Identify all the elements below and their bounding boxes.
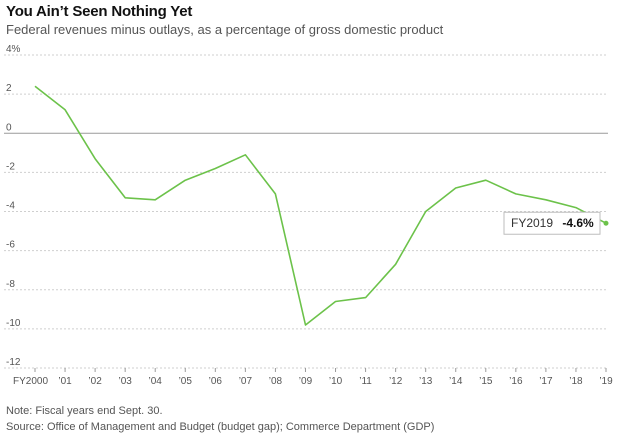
callout-text: FY2019 -4.6% [511,216,594,230]
callout-label: FY2019 [511,216,553,230]
series-line [34,85,607,326]
x-tick-label: ’10 [329,376,343,387]
x-tick-label: ’07 [239,376,253,387]
x-tick-label: ’18 [569,376,583,387]
y-tick-label: -4 [6,201,15,212]
x-tick-label: ’09 [299,376,313,387]
y-tick-label: -10 [6,318,21,329]
x-tick-label: ’01 [58,376,72,387]
x-tick-label: ’06 [209,376,223,387]
x-tick-label: ’08 [269,376,283,387]
grid-layer [4,54,608,369]
last-point-marker [603,220,609,226]
x-tick-label: ’02 [88,376,102,387]
x-tick-label: ’14 [449,376,463,387]
x-tick-label: ’03 [118,376,132,387]
callout-value: -4.6% [562,216,594,230]
x-tick-label: FY2000 [13,376,48,387]
x-tick-label: ’17 [539,376,553,387]
x-tick-label: ’11 [359,376,372,387]
x-tick-label: ’16 [509,376,523,387]
callout-box [503,211,601,235]
y-tick-label: 4% [6,44,21,55]
x-tick-label: ’19 [599,376,613,387]
y-tick-label: -2 [6,161,15,172]
callout: FY2019 -4.6% [503,211,601,235]
x-tick-label: ’12 [389,376,403,387]
chart-subtitle: Federal revenues minus outlays, as a per… [6,22,444,37]
x-axis-ticks: FY2000 ’01 ’02 ’03 ’04 ’05 ’06 ’07 ’08 ’09 ’10 ’11 ’… [13,368,613,387]
x-tick-label: ’15 [479,376,493,387]
chart-source: Source: Office of Management and Budget … [6,421,435,433]
y-tick-label: -12 [6,357,21,368]
y-tick-label: 0 [6,122,12,133]
x-tick-label: ’05 [179,376,193,387]
x-tick-label: ’04 [149,376,163,387]
y-tick-label: 2 [6,83,12,94]
y-tick-label: -6 [6,240,15,251]
chart-note: Note: Fiscal years end Sept. 30. [6,405,163,417]
x-tick-label: ’13 [419,376,433,387]
chart-title: You Ain’t Seen Nothing Yet [6,3,193,20]
series-layer [34,85,609,326]
y-axis-ticks: 4% 2 0 -2 -4 -6 -8 -10 -12 [6,44,21,368]
y-tick-label: -8 [6,279,15,290]
